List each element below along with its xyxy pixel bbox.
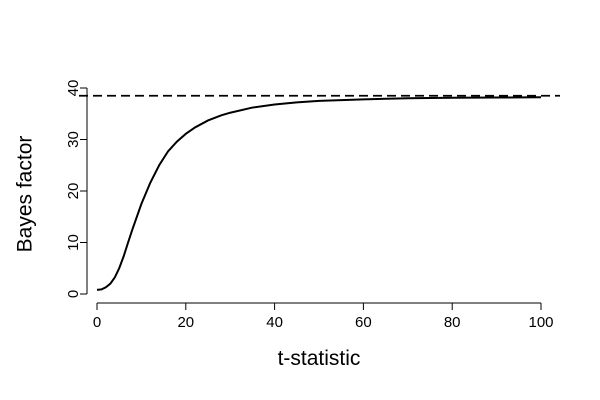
- y-tick-label: 10: [65, 234, 82, 251]
- x-tick-label: 0: [93, 314, 101, 331]
- x-axis-title: t-statistic: [278, 347, 361, 370]
- y-tick-label: 30: [65, 131, 82, 148]
- y-tick-label: 0: [65, 290, 82, 298]
- x-axis: 0 20 40 60 80 100: [93, 302, 554, 331]
- x-tick-label: 100: [528, 314, 553, 331]
- y-axis-title: Bayes factor: [14, 136, 37, 253]
- series-line: [96, 96, 542, 291]
- y-axis: 0 10 20 30 40: [65, 80, 88, 298]
- x-tick-label: 20: [177, 314, 194, 331]
- plot-area: [79, 94, 560, 291]
- y-tick-label: 20: [65, 183, 82, 200]
- x-tick-label: 60: [355, 314, 372, 331]
- x-tick-label: 40: [266, 314, 283, 331]
- y-tick-label: 40: [65, 80, 82, 97]
- x-tick-label: 80: [444, 314, 461, 331]
